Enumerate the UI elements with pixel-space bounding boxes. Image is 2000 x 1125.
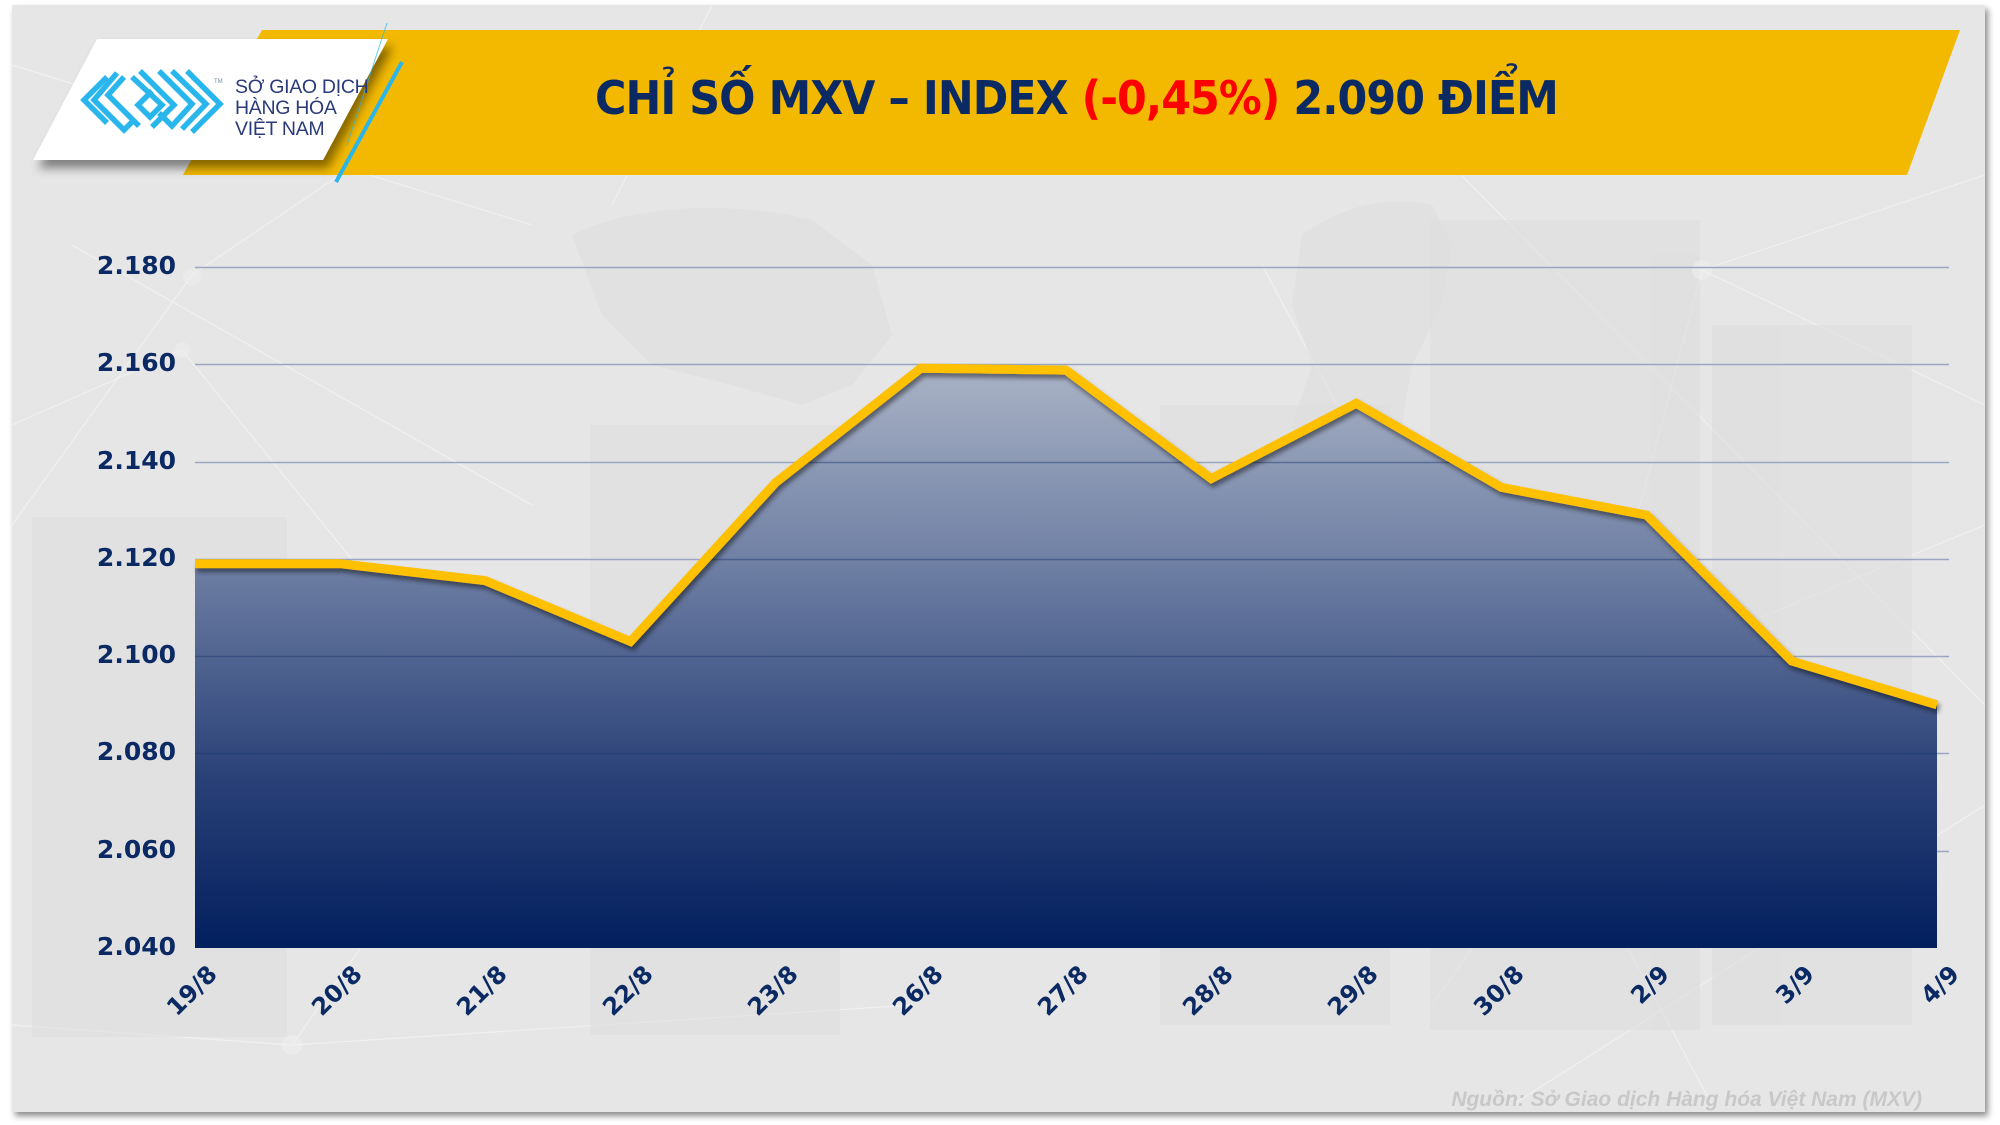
- chart-card: TM SỞ GIAO DỊCH HÀNG HÓA VIỆT NAM CHỈ SỐ…: [12, 5, 1985, 1112]
- header-banner: [33, 22, 1960, 183]
- mxv-maze-logo-icon: [80, 69, 224, 134]
- accent-stripe-thin: [346, 22, 388, 146]
- logo-line-3: VIỆT NAM: [235, 118, 325, 140]
- area-fill: [195, 368, 1937, 948]
- title-value: 2.090 ĐIỂM: [1279, 71, 1558, 125]
- accent-stripe: [334, 61, 404, 183]
- title-prefix: CHỈ SỐ MXV – INDEX: [595, 71, 1082, 125]
- trademark-mark: TM: [214, 79, 223, 85]
- y-axis-tick-label: 2.120: [96, 542, 176, 572]
- title-change-percent: (-0,45%): [1081, 71, 1281, 125]
- y-axis-tick-label: 2.100: [96, 640, 176, 670]
- title-banner-shape: [183, 30, 1960, 175]
- y-axis-tick-label: 2.040: [96, 932, 176, 961]
- y-axis-tick-label: 2.080: [96, 737, 176, 767]
- y-axis-tick-label: 2.180: [96, 251, 176, 280]
- source-note: Nguồn: Sở Giao dịch Hàng hóa Việt Nam (M…: [1451, 1088, 1922, 1111]
- logo-line-2: HÀNG HÓA: [235, 97, 337, 119]
- logo-wordmark: SỞ GIAO DỊCH HÀNG HÓA VIỆT NAM: [235, 76, 369, 140]
- index-line: [195, 363, 1939, 710]
- y-axis-tick-label: 2.140: [96, 445, 176, 475]
- chart-title: CHỈ SỐ MXV – INDEX (-0,45%) 2.090 ĐIỂM: [595, 71, 1559, 131]
- y-axis-tick-label: 2.160: [96, 348, 176, 378]
- logo-line-1: SỞ GIAO DỊCH: [235, 76, 369, 98]
- y-axis-tick-label: 2.060: [96, 834, 176, 864]
- area-chart-plot: [195, 266, 1949, 948]
